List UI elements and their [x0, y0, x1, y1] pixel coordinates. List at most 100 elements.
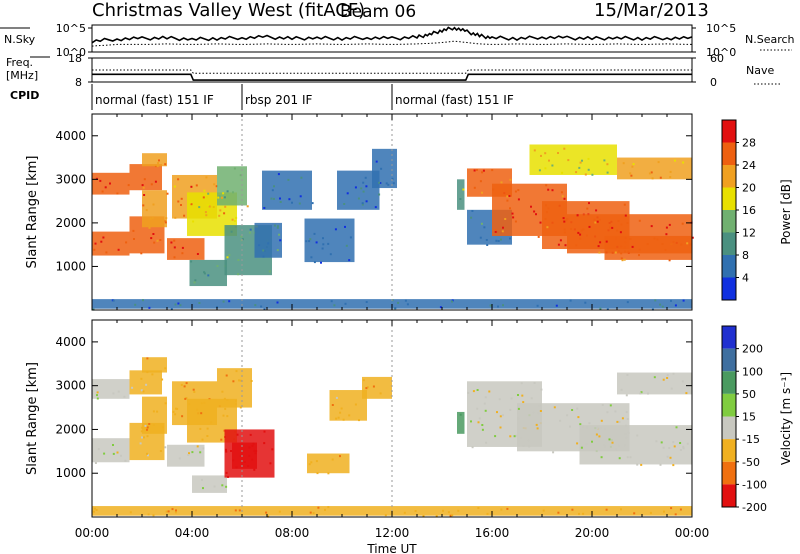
- power-speck: [638, 254, 640, 257]
- power-speck: [387, 183, 390, 186]
- power-colorbar-cell-1: [722, 142, 736, 165]
- power-speck: [321, 247, 324, 250]
- power-speck: [291, 201, 293, 204]
- power-speck: [682, 161, 685, 164]
- power-speck: [104, 186, 107, 189]
- power-speck: [391, 299, 394, 302]
- velocity-speck: [269, 462, 272, 465]
- velocity-speck: [222, 414, 225, 417]
- power-speck: [237, 259, 240, 261]
- velocity-speck: [159, 450, 162, 452]
- power-region-24: [529, 144, 617, 175]
- power-speck: [544, 167, 547, 170]
- power-speck: [204, 211, 207, 214]
- power-speck: [587, 168, 590, 171]
- velocity-speck: [139, 442, 142, 445]
- velocity-speck: [265, 511, 268, 514]
- velocity-speck: [184, 397, 187, 400]
- power-colorbar-tick-3: 16: [742, 204, 756, 217]
- velocity-speck: [144, 424, 147, 427]
- velocity-speck: [232, 380, 235, 383]
- velocity-speck: [129, 511, 132, 514]
- velocity-speck: [234, 403, 237, 406]
- velocity-speck: [221, 484, 224, 487]
- power-speck: [346, 192, 349, 195]
- power-speck: [99, 179, 102, 182]
- velocity-speck: [535, 423, 538, 426]
- velocity-speck: [506, 507, 509, 510]
- power-speck: [629, 238, 632, 241]
- power-speck: [587, 157, 590, 160]
- velocity-speck: [477, 421, 480, 424]
- cpid-segment-1: rbsp 201 IF: [245, 93, 312, 107]
- velocity-colorbar-tick-3: 15: [742, 411, 756, 424]
- power-speck: [622, 162, 625, 165]
- velocity-speck: [187, 454, 190, 456]
- noise-panel-frame: [91, 24, 693, 53]
- power-speck: [545, 204, 548, 207]
- power-speck: [494, 229, 497, 231]
- power-speck: [561, 195, 564, 198]
- power-speck: [588, 202, 590, 205]
- power-speck: [646, 243, 649, 246]
- power-speck: [689, 243, 692, 246]
- velocity-speck: [172, 410, 175, 413]
- velocity-speck: [484, 409, 487, 412]
- velocity-speck: [178, 457, 181, 460]
- velocity-speck: [598, 435, 601, 438]
- power-speck: [279, 201, 282, 203]
- velocity-speck: [585, 443, 588, 446]
- velocity-speck: [164, 367, 167, 370]
- power-speck: [271, 189, 274, 192]
- velocity-speck: [238, 379, 240, 382]
- power-speck: [680, 243, 683, 246]
- velocity-speck: [599, 427, 602, 430]
- power-speck: [504, 218, 507, 220]
- velocity-speck: [234, 509, 237, 512]
- power-speck: [606, 171, 609, 174]
- power-speck: [582, 228, 585, 231]
- power-speck: [669, 176, 672, 179]
- velocity-speck: [571, 409, 574, 411]
- velocity-speck: [666, 455, 669, 458]
- power-colorbar-cell-2: [722, 165, 736, 188]
- velocity-speck: [309, 511, 312, 514]
- power-speck: [158, 159, 160, 162]
- power-speck: [231, 218, 234, 221]
- power-speck: [654, 299, 657, 302]
- velocity-colorbar-cell-2: [722, 371, 736, 394]
- velocity-speck: [316, 472, 319, 475]
- power-speck: [226, 190, 229, 193]
- power-speck: [142, 299, 144, 302]
- power-colorbar-tick-1: 8: [742, 249, 749, 262]
- power-speck: [262, 249, 265, 252]
- velocity-speck: [476, 407, 479, 410]
- power-speck: [315, 241, 318, 244]
- velocity-speck: [180, 383, 183, 386]
- power-speck: [322, 237, 324, 240]
- velocity-speck: [120, 454, 122, 457]
- power-speck: [661, 305, 664, 308]
- power-speck: [125, 241, 128, 244]
- power-speck: [661, 243, 664, 245]
- velocity-speck: [253, 468, 256, 471]
- power-colorbar-cell-6: [722, 255, 736, 278]
- velocity-speck: [472, 390, 475, 393]
- power-speck: [576, 214, 579, 217]
- velocity-colorbar-cell-6: [722, 461, 736, 485]
- velocity-speck: [636, 434, 639, 437]
- power-speck: [348, 259, 351, 262]
- power-speck: [333, 304, 336, 307]
- power-speck: [180, 197, 183, 200]
- velocity-speck: [647, 392, 649, 395]
- power-speck: [112, 299, 115, 302]
- velocity-speck: [553, 406, 556, 409]
- power-speck: [659, 176, 662, 179]
- velocity-speck: [588, 422, 591, 425]
- power-speck: [482, 169, 485, 172]
- velocity-speck: [339, 411, 342, 414]
- power-speck: [497, 240, 500, 242]
- power-speck: [228, 254, 231, 256]
- power-speck: [327, 242, 330, 245]
- velocity-speck: [596, 436, 599, 439]
